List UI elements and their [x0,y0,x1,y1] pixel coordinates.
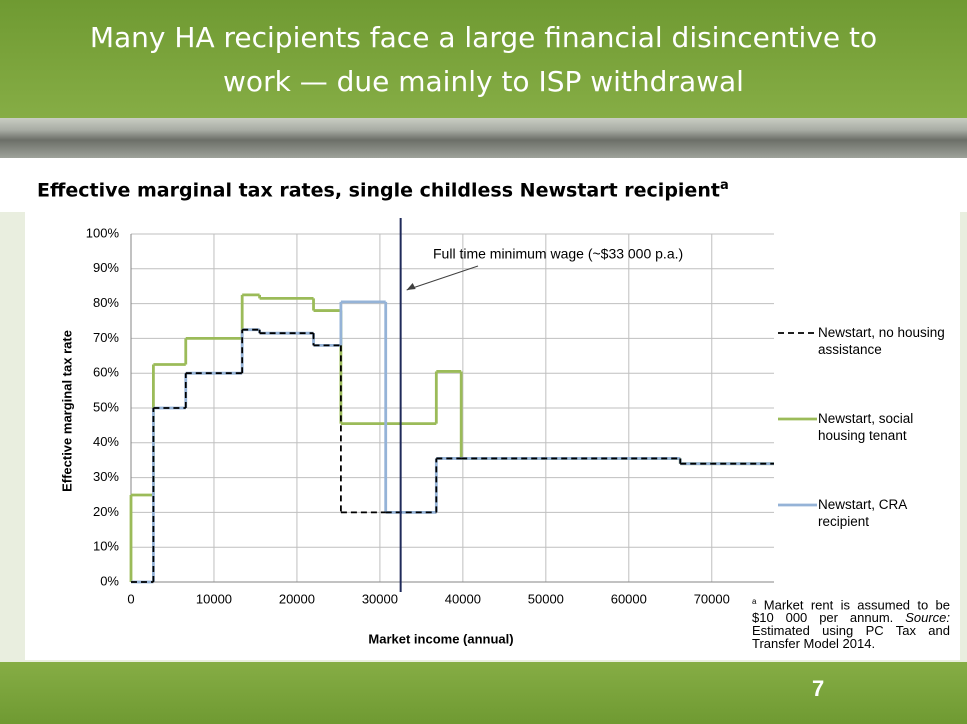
x-tick-label: 0 [127,591,134,606]
source-label: Source: [905,610,950,626]
arrow-head [406,283,416,290]
y-tick-label: 100% [86,225,120,240]
x-tick-label: 60000 [611,591,647,606]
y-tick-label: 30% [93,469,119,484]
footnote-text: Market rent is assumed to be $10 000 per… [752,597,950,626]
annotation-arrow [406,265,479,291]
y-tick-label: 10% [93,539,119,554]
source-text: Estimated using PC Tax and Transfer Mode… [752,623,950,652]
y-tick-label: 80% [93,295,119,310]
x-tick-label: 70000 [694,591,730,606]
chart-title: Effective marginal tax rates, single chi… [37,178,729,201]
y-tick-label: 0% [100,573,119,588]
legend-label: Newstart, social housing tenant [818,411,914,443]
x-tick-label: 30000 [362,591,398,606]
x-axis-title: Market income (annual) [368,631,513,646]
chart-title-text: Effective marginal tax rates, single chi… [37,179,720,202]
chart-panel [25,212,960,660]
footer-band [0,662,967,724]
slide-title: Many HA recipients face a large financia… [89,21,878,98]
y-tick-label: 70% [93,330,119,345]
header-stripes [0,118,967,158]
legend-label: Newstart, no housing assistance [818,325,945,357]
footnote: a Market rent is assumed to be $10 000 p… [752,595,950,650]
footnote-marker: a [752,597,757,606]
annotation: Full time minimum wage (~$33 000 p.a.) [433,246,683,262]
y-axis-title: Effective marginal tax rate [59,330,74,492]
x-tick-label: 20000 [279,591,315,606]
x-tick-label: 10000 [196,591,232,606]
subtitle-band [0,158,967,212]
y-tick-label: 40% [93,434,119,449]
y-tick-label: 50% [93,399,119,414]
y-tick-label: 60% [93,365,119,380]
note-marker: a [719,178,729,193]
y-tick-label: 20% [93,504,119,519]
legend-label: Newstart, CRA recipient [818,497,907,529]
x-tick-label: 40000 [445,591,481,606]
page-number: 7 [812,676,825,701]
x-tick-label: 50000 [528,591,564,606]
y-tick-label: 90% [93,260,119,275]
header-band [0,0,967,118]
